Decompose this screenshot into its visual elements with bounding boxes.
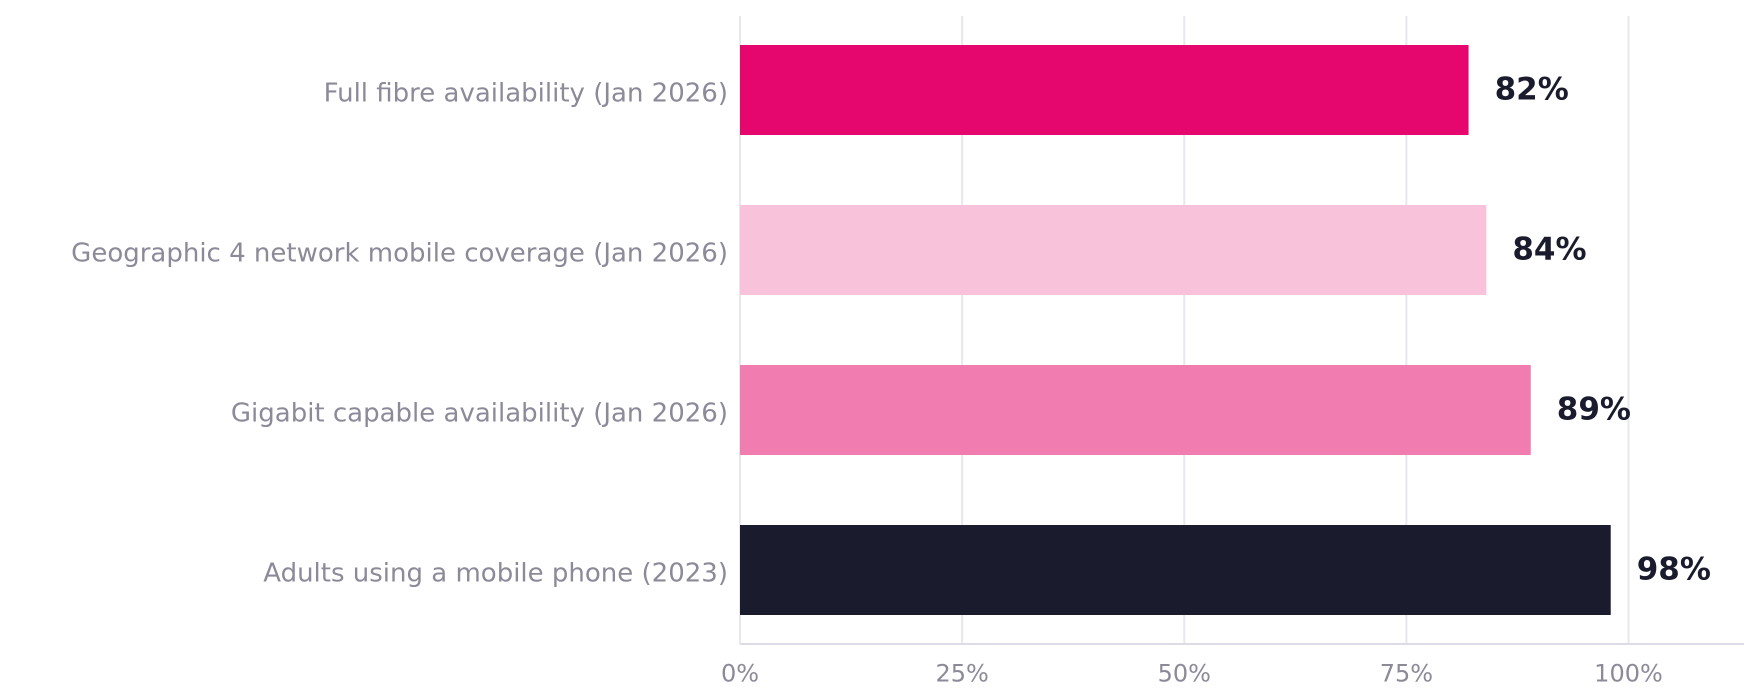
x-tick-label: 75%	[1380, 660, 1433, 688]
bar	[740, 205, 1487, 295]
category-label: Geographic 4 network mobile coverage (Ja…	[71, 239, 728, 269]
category-label: Gigabit capable availability (Jan 2026)	[231, 399, 728, 429]
labels: 82% Full fibre availability (Jan 2026) 84%…	[71, 72, 1711, 589]
bar	[740, 525, 1611, 615]
data-label: 89%	[1557, 392, 1631, 428]
bars	[740, 45, 1611, 615]
data-label: 98%	[1637, 552, 1711, 588]
x-tick-label: 25%	[935, 660, 988, 688]
x-axis: 0% 25% 50% 75% 100%	[721, 643, 1744, 688]
bar	[740, 365, 1531, 455]
category-label: Adults using a mobile phone (2023)	[263, 559, 728, 589]
category-label: Full fibre availability (Jan 2026)	[324, 79, 728, 109]
x-tick-label: 0%	[721, 660, 759, 688]
x-tick-label: 100%	[1594, 660, 1663, 688]
data-label: 84%	[1512, 232, 1586, 268]
x-tick-label: 50%	[1158, 660, 1211, 688]
data-label: 82%	[1495, 72, 1569, 108]
bar	[740, 45, 1469, 135]
